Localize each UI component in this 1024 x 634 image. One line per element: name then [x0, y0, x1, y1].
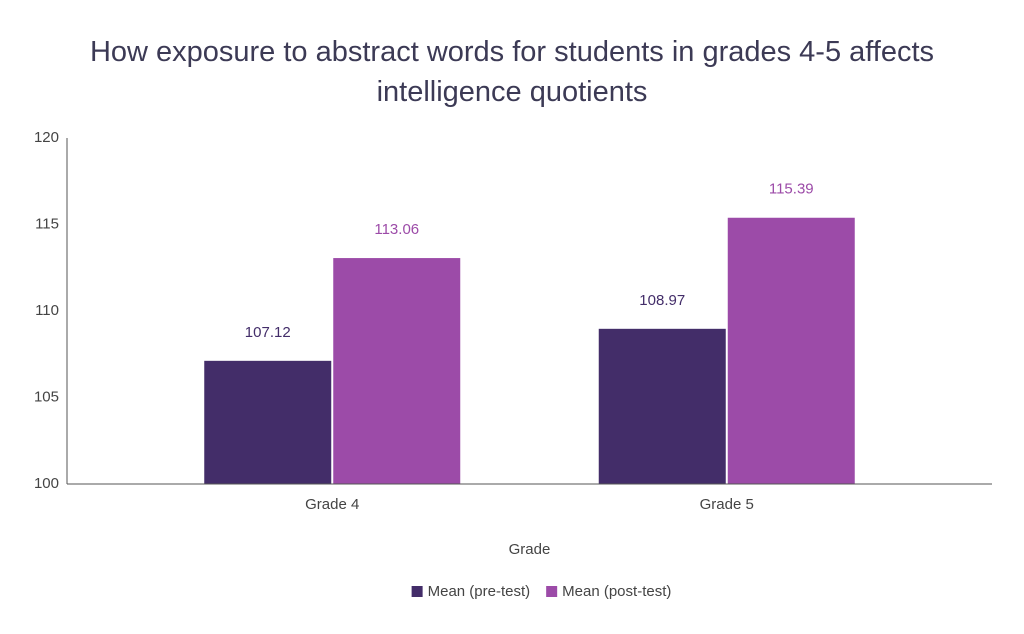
x-tick-label: Grade 5 — [700, 496, 754, 513]
bar — [727, 217, 855, 485]
y-tick-label: 100 — [34, 475, 59, 492]
legend-label: Mean (pre-test) — [428, 583, 531, 600]
y-tick-label: 120 — [34, 129, 59, 146]
y-tick-label: 110 — [35, 302, 59, 319]
y-tick-label: 105 — [34, 388, 59, 405]
x-tick-label: Grade 4 — [305, 496, 359, 513]
legend-label: Mean (post-test) — [562, 583, 671, 600]
legend-swatch — [546, 586, 558, 597]
value-label: 113.06 — [374, 221, 419, 238]
value-label: 115.39 — [769, 181, 814, 198]
x-axis-label: Grade — [509, 541, 551, 558]
value-label: 107.12 — [245, 324, 291, 341]
bar — [333, 258, 461, 484]
value-label: 108.97 — [639, 292, 685, 309]
legend-swatch — [411, 586, 423, 597]
chart-title: How exposure to abstract words for stude… — [89, 36, 935, 108]
bar — [204, 360, 332, 484]
bar — [598, 328, 726, 484]
y-tick-label: 115 — [35, 215, 59, 232]
